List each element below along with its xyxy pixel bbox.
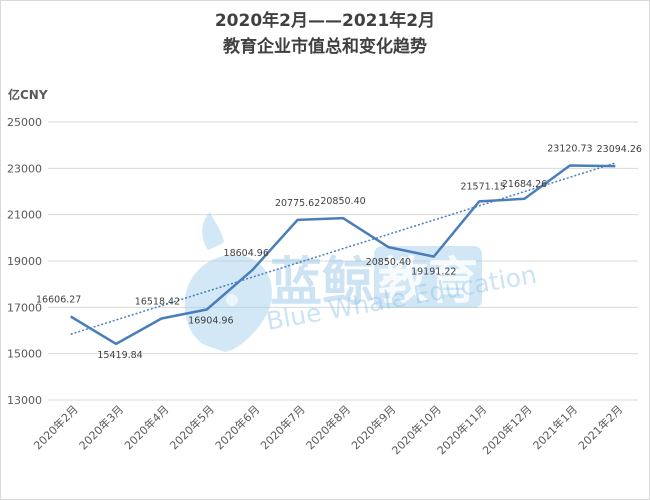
x-tick-label: 2020年2月 <box>31 402 81 452</box>
y-tick-label: 13000 <box>7 394 42 407</box>
x-tick-label: 2021年1月 <box>530 402 580 452</box>
data-labels: 16606.27 15419.84 16518.42 16904.96 18604.96… <box>36 144 642 361</box>
data-label: 21684.26 <box>502 179 547 190</box>
data-label: 23094.26 <box>597 144 642 155</box>
data-label: 16904.96 <box>188 316 233 327</box>
x-tick-labels: 2020年2月2020年3月2020年4月2020年5月2020年6月2020年… <box>31 402 626 457</box>
y-tick-labels: 13000 15000 17000 19000 21000 23000 25000 <box>7 116 42 407</box>
whale-eye-icon <box>226 294 238 306</box>
watermark-cn-box <box>374 246 482 308</box>
chart-title-line1: 2020年2月——2021年2月 <box>215 10 435 31</box>
watermark-cn-1: 蓝鲸 <box>270 253 374 313</box>
data-label: 15419.84 <box>97 350 142 361</box>
data-label: 20775.62 <box>275 198 320 209</box>
x-tick-label: 2020年4月 <box>121 402 171 452</box>
data-label: 20850.40 <box>320 196 365 207</box>
watermark-cn-2: 教育 <box>378 252 478 310</box>
data-label: 16606.27 <box>36 294 81 305</box>
data-label: 19191.22 <box>411 267 456 278</box>
x-tick-label: 2020年3月 <box>76 402 126 452</box>
trendline <box>70 162 616 335</box>
data-label: 18604.96 <box>224 248 269 259</box>
x-tick-label: 2021年2月 <box>575 402 625 452</box>
y-tick-label: 19000 <box>7 255 42 268</box>
x-tick-label: 2020年12月 <box>480 402 535 457</box>
y-axis-unit: 亿CNY <box>8 87 48 102</box>
data-label: 20850.40 <box>366 257 411 268</box>
whale-spout-icon <box>202 212 224 250</box>
x-tick-label: 2020年6月 <box>212 402 262 452</box>
x-tick-label: 2020年8月 <box>303 402 353 452</box>
grid-lines <box>48 121 638 401</box>
chart-title-line2: 教育企业市值总和变化趋势 <box>222 36 427 57</box>
data-label: 23120.73 <box>547 144 592 155</box>
x-tick-label: 2020年5月 <box>167 402 217 452</box>
data-label: 16518.42 <box>135 296 180 307</box>
x-tick-label: 2020年9月 <box>348 402 398 452</box>
x-tick-label: 2020年7月 <box>258 402 308 452</box>
series-line <box>70 164 616 346</box>
data-label: 21571.15 <box>460 181 505 192</box>
y-tick-label: 21000 <box>7 209 42 222</box>
y-tick-label: 17000 <box>7 301 42 314</box>
y-tick-label: 23000 <box>7 162 42 175</box>
y-tick-label: 25000 <box>7 116 42 129</box>
y-tick-label: 15000 <box>7 348 42 361</box>
